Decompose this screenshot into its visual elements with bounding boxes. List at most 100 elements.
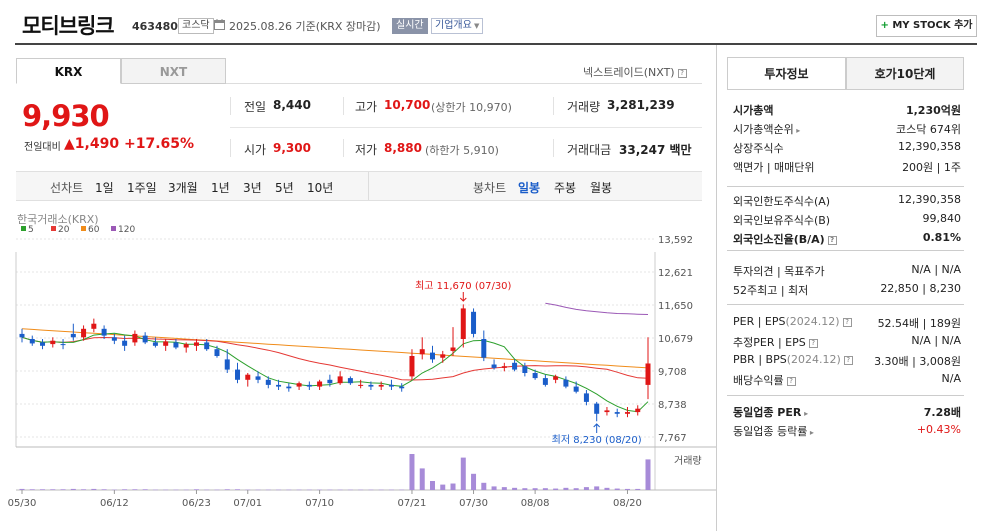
y-tick-label: 9,708 (658, 367, 687, 378)
invest-group-divider (727, 186, 964, 187)
period-weekly[interactable]: 주봉 (554, 181, 577, 195)
invest-group-divider (727, 250, 964, 251)
add-mystock-button[interactable]: + MY STOCK 추가 (876, 15, 977, 37)
candle (419, 349, 425, 355)
invest-row-value: 12,390,358 (898, 140, 961, 153)
invest-row[interactable]: 배당수익률? N/A (733, 370, 961, 388)
volume-bar (358, 489, 364, 491)
period-1w[interactable]: 1주일 (127, 181, 157, 195)
volume-bar (152, 489, 158, 491)
candle (276, 384, 282, 387)
change-amount-value: 1,490 (74, 136, 120, 152)
help-icon[interactable]: ? (677, 69, 687, 78)
panel-divider (716, 45, 717, 531)
nextrade-link[interactable]: 넥스트레이드(NXT)? (583, 64, 687, 80)
amount-label: 거래대금 (567, 143, 612, 157)
invest-row-value: +0.43% (916, 423, 961, 436)
invest-row[interactable]: 동일업종 PER ▸ 7.28배 (733, 402, 961, 420)
volume-bar (471, 473, 477, 490)
period-1d[interactable]: 1일 (95, 181, 114, 195)
invest-row[interactable]: PBR | BPS(2024.12)? 3.30배 | 3,008원 (733, 351, 961, 369)
line-chart-label[interactable]: 선차트 (50, 181, 84, 195)
quote-row-divider (230, 127, 702, 128)
help-icon[interactable]: ? (827, 236, 837, 245)
invest-group-divider (727, 395, 964, 396)
arrow-down-icon (459, 292, 467, 302)
high-annotation: 최고 11,670 (07/30) (415, 280, 511, 292)
volume-bar (91, 488, 97, 490)
candle (522, 366, 528, 373)
period-1y[interactable]: 1년 (211, 181, 230, 195)
candle (481, 339, 487, 358)
candle (471, 311, 477, 334)
volume-bar (563, 487, 569, 490)
volume-bar (132, 489, 138, 490)
volume-bar (286, 489, 292, 491)
period-monthly[interactable]: 월봉 (590, 181, 613, 195)
invest-row-value: 코스닥 674위 (896, 123, 961, 136)
plus-icon: + (880, 20, 889, 31)
period-3y[interactable]: 3년 (243, 181, 262, 195)
help-icon[interactable]: ? (843, 356, 853, 365)
candle (183, 344, 189, 348)
invest-row[interactable]: 외국인소진율(B/A)? 0.81% (733, 229, 961, 247)
tab-nxt[interactable]: NXT (121, 58, 226, 84)
period-daily[interactable]: 일봉 (518, 181, 541, 195)
volume-bar (645, 459, 651, 490)
quote-divider (343, 139, 344, 157)
price-chart[interactable]: 5 20 60 120 13,592 12,621 11,650 10,679 9,708 8,… (0, 208, 716, 531)
help-icon[interactable]: ? (808, 339, 818, 348)
invest-group-divider (727, 304, 964, 305)
market-badge: 코스닥 (178, 18, 214, 34)
tab-orderbook[interactable]: 호가10단계 (846, 57, 964, 90)
volume-bar (317, 489, 323, 491)
candle (429, 352, 435, 360)
period-5y[interactable]: 5년 (275, 181, 294, 195)
chevron-right-icon[interactable]: ▸ (793, 126, 801, 135)
candle (101, 328, 107, 336)
company-overview-dropdown[interactable]: 기업개요 ▼ (431, 18, 484, 34)
candle-chart-label[interactable]: 봉차트 (473, 181, 507, 195)
candle (501, 366, 507, 368)
candle (635, 408, 641, 413)
candle (614, 412, 620, 414)
invest-row[interactable]: 추정PER | EPS? N/A | N/A (733, 332, 961, 350)
candle (81, 328, 87, 338)
period-3m[interactable]: 3개월 (168, 181, 198, 195)
chevron-right-icon[interactable]: ▸ (801, 409, 809, 418)
help-icon[interactable]: ? (786, 377, 796, 386)
volume-bar (337, 489, 343, 491)
candle (573, 386, 579, 392)
volume-bar (409, 454, 415, 490)
help-icon[interactable]: ? (842, 318, 852, 327)
current-price: 9,930 (22, 99, 110, 133)
candle (122, 340, 128, 346)
candle (388, 384, 394, 387)
volume-bar (122, 489, 128, 490)
volume-bar (245, 489, 251, 491)
chevron-right-icon[interactable]: ▸ (807, 428, 814, 437)
tab-invest-info[interactable]: 투자정보 (727, 57, 846, 90)
invest-label-text: 시가총액순위 (733, 123, 794, 136)
candle (317, 381, 323, 387)
chevron-down-icon: ▼ (471, 22, 480, 30)
quote-divider (553, 97, 554, 115)
realtime-button[interactable]: 실시간 (392, 18, 428, 34)
volume-bar (214, 489, 220, 491)
candle (60, 344, 66, 346)
period-10y[interactable]: 10년 (307, 181, 334, 195)
calendar-icon (214, 19, 225, 30)
invest-row[interactable]: 동일업종 등락률 ▸ +0.43% (733, 421, 961, 439)
volume-bar (163, 489, 169, 491)
invest-row[interactable]: PER | EPS(2024.12)? 52.54배 | 189원 (733, 313, 961, 331)
x-tick-label: 07/21 (398, 498, 427, 509)
y-tick-label: 13,592 (658, 235, 693, 246)
tab-krx[interactable]: KRX (16, 58, 121, 84)
volume-bar (183, 489, 189, 491)
volume-bar (624, 488, 630, 490)
invest-label-text: 시가총액 (733, 104, 774, 117)
candle (378, 384, 384, 387)
volume-bar (450, 483, 456, 490)
invest-row[interactable]: 시가총액순위 ▸ 코스닥 674위 (733, 119, 961, 137)
candle (460, 308, 466, 340)
